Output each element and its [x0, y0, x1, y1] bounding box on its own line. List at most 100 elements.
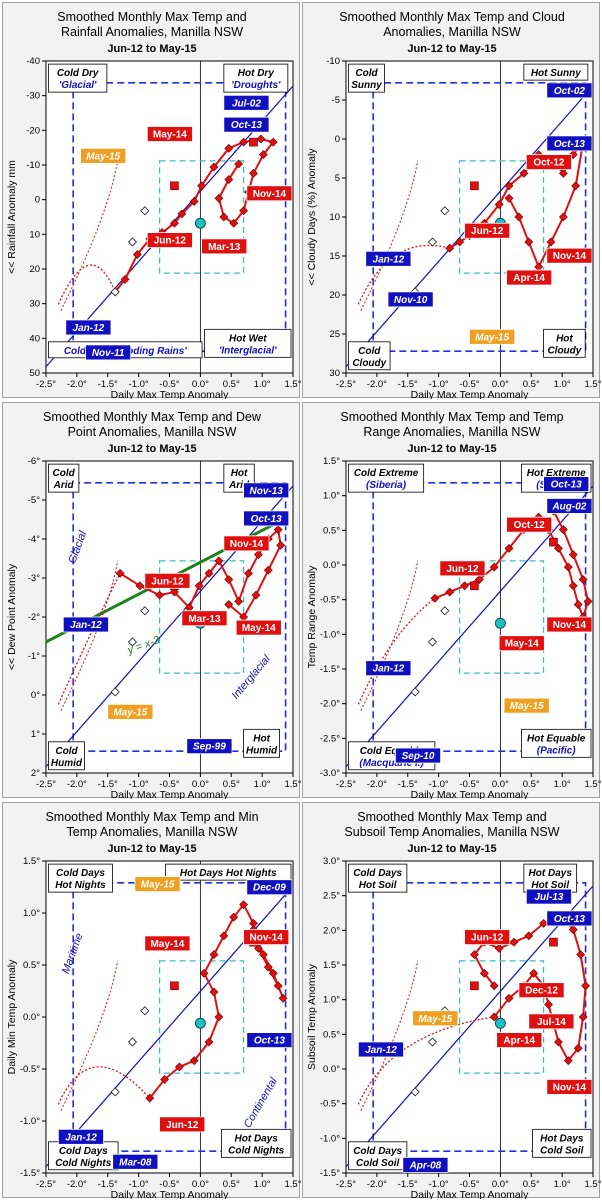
quadrant-label-text: 'Droughts' [231, 80, 281, 91]
date-label-text: Apr-14 [513, 273, 545, 284]
series-point-open [110, 1087, 120, 1097]
series-dotted-line [360, 960, 419, 1111]
series-point [234, 159, 244, 169]
series-point [258, 950, 268, 960]
chart-subtitle: Jun-12 to May-15 [407, 443, 496, 455]
series-point [214, 1012, 224, 1022]
x-tick-label: 0.5° [223, 779, 240, 790]
x-tick-label: -2.5° [36, 379, 56, 390]
series-point [224, 143, 234, 153]
y-tick-label: 0.0° [323, 560, 340, 571]
series-point [189, 196, 199, 206]
date-label: Jan-12 [365, 250, 412, 267]
date-label-text: Jul-13 [534, 892, 563, 903]
series-dotted-line [357, 597, 436, 705]
quadrant-label-text: Cold Soil [540, 1145, 584, 1156]
series-point [578, 575, 588, 584]
plot-area [345, 60, 594, 374]
date-label: Nov-14 [546, 1078, 593, 1095]
series-point [445, 587, 455, 597]
date-label-text: Jun-12 [471, 933, 504, 944]
series-point [249, 168, 258, 178]
series-point [273, 981, 283, 991]
series-point [514, 212, 524, 222]
y-tick-label: 0.5° [23, 960, 40, 971]
date-label: Jan-12 [365, 660, 412, 677]
series-point [489, 1012, 499, 1022]
series-point [229, 912, 239, 922]
y-tick-label: 1.5° [323, 456, 340, 467]
chart-title: Smoothed Monthly Max Temp and Cloud [339, 10, 565, 24]
series-point [460, 581, 469, 591]
x-tick-label: -2.0° [67, 1179, 87, 1190]
series-point-open [140, 206, 150, 216]
date-label-text: May-14 [242, 623, 276, 634]
series-point [470, 950, 479, 960]
date-label-text: Jan-12 [365, 1045, 397, 1056]
series-point-square [549, 537, 558, 547]
quadrant-label-text: Hot Soil [359, 880, 397, 891]
date-label-text: Nov-13 [250, 486, 284, 497]
date-label: Dec-09 [246, 879, 293, 896]
date-label: Oct-13 [243, 510, 290, 527]
chart-title: Smoothed Monthly Max Temp and Min [45, 810, 258, 824]
date-label: Oct-13 [246, 1032, 293, 1049]
date-label: Apr-14 [506, 269, 553, 286]
date-label: May-15 [469, 328, 516, 345]
chart-title: Point Anomalies, Manilla NSW [68, 425, 237, 439]
origin-marker [494, 1017, 506, 1029]
y-tick-label: 50 [29, 368, 40, 379]
y-tick-label: -1.0° [320, 629, 340, 640]
date-label-text: Sep-99 [193, 742, 226, 753]
x-tick-label: -1.0° [129, 779, 149, 790]
x-tick-label: 1.5° [584, 379, 601, 390]
x-tick-label: -1.0° [429, 779, 449, 790]
series-point [224, 175, 234, 184]
series-point [132, 250, 142, 259]
y-tick-label: 1° [31, 729, 40, 740]
x-tick-label: 1.5° [284, 379, 301, 390]
date-label: Jul-13 [525, 888, 572, 905]
y-tick-label: -2° [28, 612, 40, 623]
y-tick-label: 25 [329, 329, 340, 340]
date-label-text: May-15 [475, 332, 509, 343]
date-label-text: Oct-13 [231, 120, 263, 131]
series-dotted-line [57, 573, 121, 705]
series-point-open [110, 287, 120, 297]
date-label-text: Mar-08 [119, 1157, 152, 1168]
date-label: Nov-14 [243, 929, 290, 946]
series-point [209, 950, 219, 960]
x-axis-label: Daily Max Temp Anomaly [411, 389, 529, 399]
series-point [229, 218, 239, 228]
series-point [219, 212, 229, 222]
date-label-text: Jan-12 [73, 323, 105, 334]
y-tick-label: -1° [28, 651, 40, 662]
date-label-text: Jul-14 [537, 1017, 566, 1028]
series-point-open [427, 237, 437, 247]
y-tick-label: -2.5° [320, 733, 340, 744]
series-point [563, 562, 573, 572]
y-axis-label: Daily Min Temp Anomaly [6, 959, 18, 1075]
x-axis-label: Daily Max Temp Anomaly [111, 789, 229, 799]
series-point [253, 550, 263, 560]
quadrant-label-text: Hot Sunny [531, 68, 581, 79]
x-tick-label: -2.5° [336, 779, 356, 790]
y-tick-label: -1.5° [20, 1168, 40, 1179]
series-point [160, 1074, 169, 1084]
chart-panel: Smoothed Monthly Max Temp and Min Temp An… [2, 802, 301, 1199]
x-tick-label: -2.0° [367, 1179, 387, 1190]
y-tick-label: 15 [329, 251, 340, 262]
series-point [539, 918, 549, 928]
date-label-text: Nov-10 [394, 295, 428, 306]
quadrant-label-text: Cold Dry [57, 68, 99, 79]
x-tick-label: 1.5° [284, 1179, 301, 1190]
series-point [170, 218, 179, 228]
x-tick-label: -0.5° [159, 1179, 179, 1190]
quadrant-label-text: Arid [53, 480, 75, 491]
quadrant-label: Cold Extreme(Siberia) [348, 463, 425, 493]
y-tick-label: 1.0° [323, 491, 340, 502]
